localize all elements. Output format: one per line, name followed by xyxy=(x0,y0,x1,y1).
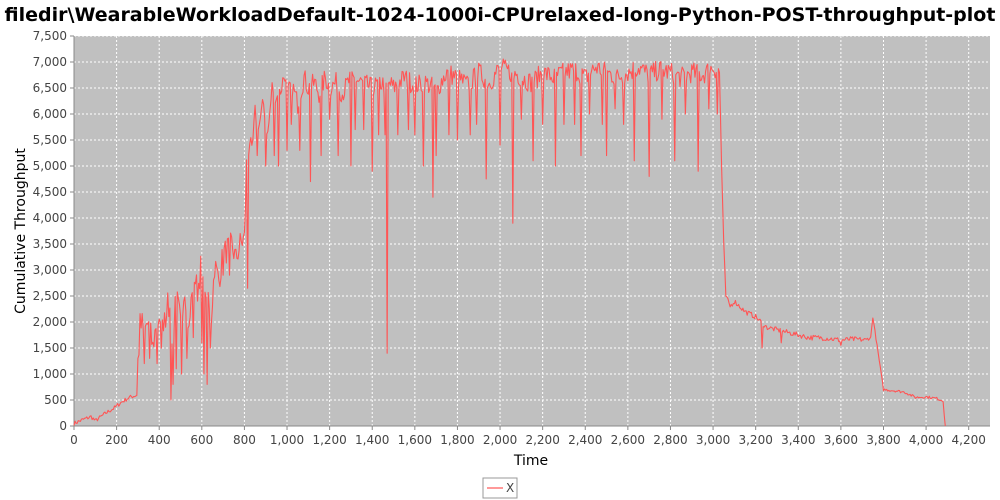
x-tick-label: 3,200 xyxy=(738,433,772,447)
x-tick-label: 3,600 xyxy=(824,433,858,447)
x-tick-label: 2,200 xyxy=(525,433,559,447)
y-axis: 0 500 1,000 1,500 2,000 2,500 3,000 3,500 4,000 4… xyxy=(33,29,75,433)
y-tick-label: 4,500 xyxy=(33,185,67,199)
x-tick-label: 4,200 xyxy=(952,433,986,447)
x-tick-label: 0 xyxy=(70,433,78,447)
y-tick-label: 3,000 xyxy=(33,263,67,277)
y-tick-label: 500 xyxy=(44,393,67,407)
x-tick-label: 3,000 xyxy=(696,433,730,447)
y-tick-label: 7,500 xyxy=(33,29,67,43)
x-tick-label: 1,000 xyxy=(270,433,304,447)
chart-title: filedir\WearableWorkloadDefault-1024-100… xyxy=(5,4,996,26)
x-tick-label: 4,000 xyxy=(909,433,943,447)
series-line-x xyxy=(73,58,946,427)
y-tick-label: 0 xyxy=(59,419,67,433)
x-tick-label: 3,400 xyxy=(781,433,815,447)
x-tick-label: 1,600 xyxy=(398,433,432,447)
x-tick-label: 1,400 xyxy=(355,433,389,447)
y-tick-label: 2,000 xyxy=(33,315,67,329)
x-tick-label: 400 xyxy=(148,433,171,447)
x-tick-label: 1,200 xyxy=(312,433,346,447)
x-tick-label: 2,400 xyxy=(568,433,602,447)
y-tick-label: 1,500 xyxy=(33,341,67,355)
x-tick-label: 1,800 xyxy=(440,433,474,447)
x-axis-label: Time xyxy=(513,453,548,469)
y-tick-label: 7,000 xyxy=(33,55,67,69)
y-tick-label: 6,000 xyxy=(33,107,67,121)
x-axis: 0 200 400 600 800 1,000 1,200 1,400 1,600 1,800 2,… xyxy=(70,425,990,447)
y-axis-label: Cumulative Throughput xyxy=(13,148,29,314)
y-tick-label: 5,000 xyxy=(33,159,67,173)
legend: X xyxy=(482,477,518,499)
y-tick-label: 5,500 xyxy=(33,133,67,147)
y-tick-label: 3,500 xyxy=(33,237,67,251)
y-tick-label: 4,000 xyxy=(33,211,67,225)
legend-label: X xyxy=(506,481,514,495)
x-tick-label: 2,600 xyxy=(611,433,645,447)
x-tick-label: 2,000 xyxy=(483,433,517,447)
x-tick-label: 200 xyxy=(105,433,128,447)
x-tick-label: 2,800 xyxy=(653,433,687,447)
x-tick-label: 800 xyxy=(233,433,256,447)
series-layer xyxy=(73,58,946,427)
x-tick-label: 3,800 xyxy=(866,433,900,447)
y-tick-label: 1,000 xyxy=(33,367,67,381)
y-tick-label: 6,500 xyxy=(33,81,67,95)
x-tick-label: 600 xyxy=(190,433,213,447)
y-tick-label: 2,500 xyxy=(33,289,67,303)
